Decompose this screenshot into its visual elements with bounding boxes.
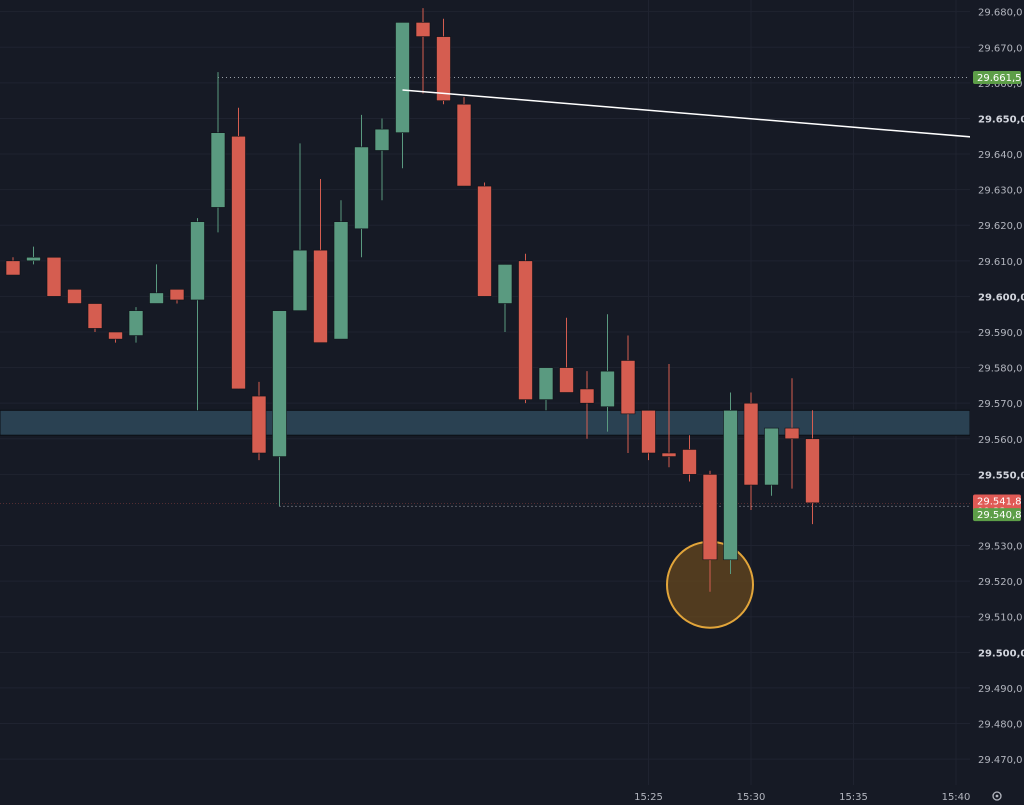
candle-body[interactable]	[436, 36, 451, 101]
gear-icon-hub	[995, 794, 999, 798]
y-tick-label: 29.650,0	[978, 114, 1024, 125]
candle-body[interactable]	[374, 128, 390, 151]
candle-body[interactable]	[600, 370, 615, 408]
y-tick-label: 29.660,0	[978, 79, 1023, 90]
price-axis[interactable]	[970, 0, 1024, 805]
y-tick-label: 29.600,0	[978, 292, 1024, 303]
candle-body[interactable]	[477, 185, 492, 297]
candle-body[interactable]	[313, 249, 328, 343]
candle-body[interactable]	[723, 409, 738, 561]
x-tick-label: 15:35	[839, 792, 868, 803]
y-tick-label: 29.630,0	[978, 186, 1023, 197]
candle-body[interactable]	[272, 310, 287, 457]
candle-body[interactable]	[210, 132, 226, 208]
y-tick-label: 29.670,0	[978, 43, 1023, 54]
candle-body[interactable]	[108, 331, 123, 340]
candle-body[interactable]	[518, 260, 533, 400]
y-tick-label: 29.530,0	[978, 542, 1023, 553]
candle-body[interactable]	[395, 22, 410, 133]
candle-body[interactable]	[456, 103, 472, 187]
candle-body[interactable]	[333, 221, 349, 340]
candle-body[interactable]	[559, 367, 574, 393]
candle-body[interactable]	[702, 474, 718, 561]
candle-body[interactable]	[620, 360, 636, 415]
candle-body[interactable]	[641, 409, 656, 454]
candle-body[interactable]	[87, 303, 103, 329]
candle-body[interactable]	[415, 22, 431, 37]
candle-body[interactable]	[149, 292, 164, 304]
candle-body[interactable]	[26, 256, 41, 262]
candle-body[interactable]	[67, 288, 82, 304]
candle-body[interactable]	[354, 146, 369, 230]
candle-body[interactable]	[805, 438, 820, 504]
y-tick-label: 29.610,0	[978, 257, 1023, 268]
x-tick-label: 15:40	[942, 792, 971, 803]
y-tick-label: 29.580,0	[978, 364, 1023, 375]
high-price-tag-bg	[973, 71, 1021, 85]
candle-body[interactable]	[743, 402, 759, 486]
y-tick-label: 29.560,0	[978, 435, 1023, 446]
candle-body[interactable]	[764, 427, 779, 486]
y-tick-label: 29.470,0	[978, 755, 1023, 766]
y-tick-label: 29.680,0	[978, 8, 1023, 19]
y-tick-label: 29.500,0	[978, 648, 1024, 659]
candle-body[interactable]	[579, 388, 595, 404]
support-zone[interactable]	[0, 409, 971, 436]
candle-body[interactable]	[538, 367, 554, 400]
bid-price-tag-bg	[973, 508, 1021, 522]
x-tick-label: 15:25	[634, 792, 663, 803]
gear-icon-ring	[992, 791, 1002, 801]
gear-icon[interactable]	[992, 791, 1002, 801]
y-tick-label: 29.520,0	[978, 577, 1023, 588]
candle-body[interactable]	[128, 310, 144, 336]
y-tick-label: 29.550,0	[978, 470, 1024, 481]
candle-body[interactable]	[190, 221, 205, 301]
candle-body[interactable]	[231, 135, 246, 390]
x-tick-label: 15:30	[737, 792, 766, 803]
y-tick-label: 29.510,0	[978, 613, 1023, 624]
y-tick-label: 29.620,0	[978, 221, 1023, 232]
candle-body[interactable]	[661, 452, 677, 457]
last-price-tag: 29.541,8	[977, 497, 1022, 508]
y-tick-label: 29.640,0	[978, 150, 1023, 161]
candle-body[interactable]	[46, 256, 62, 297]
candle-body[interactable]	[497, 264, 513, 304]
candle-body[interactable]	[251, 395, 267, 454]
candle-body[interactable]	[292, 249, 308, 311]
high-price-tag: 29.661,5	[977, 73, 1022, 84]
y-tick-label: 29.590,0	[978, 328, 1023, 339]
candle-body[interactable]	[169, 288, 185, 301]
y-tick-label: 29.570,0	[978, 399, 1023, 410]
y-tick-label: 29.480,0	[978, 719, 1023, 730]
y-tick-label: 29.490,0	[978, 684, 1023, 695]
bid-price-tag: 29.540,8	[977, 510, 1022, 521]
candle-body[interactable]	[5, 260, 21, 276]
candle-body[interactable]	[682, 449, 697, 475]
trendline[interactable]	[402, 89, 1024, 183]
candle-body[interactable]	[784, 427, 800, 440]
